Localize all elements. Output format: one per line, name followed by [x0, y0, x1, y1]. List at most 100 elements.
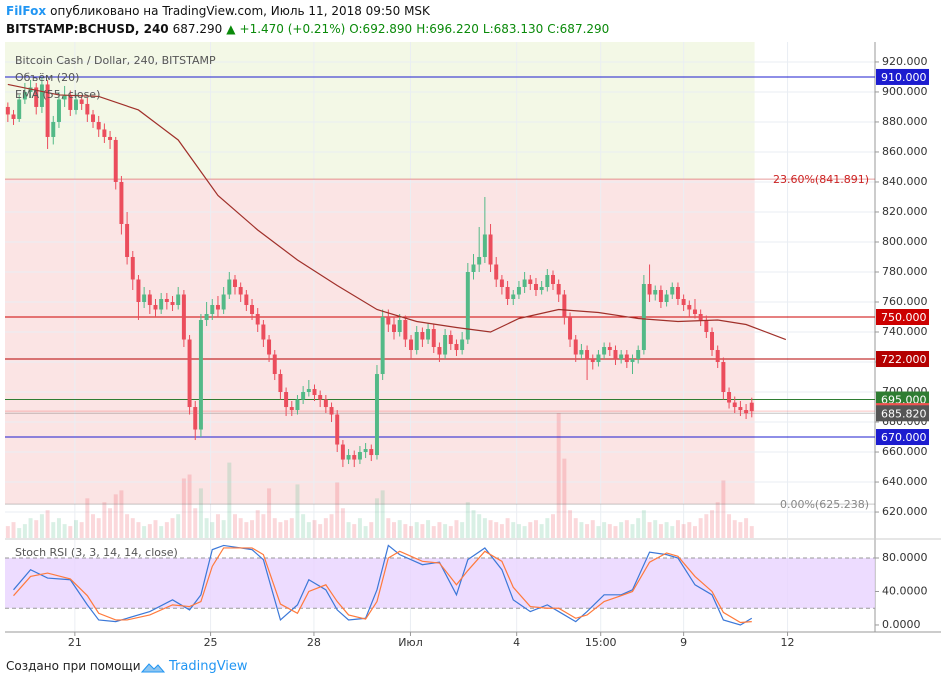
y-tick-label: 780.000	[882, 265, 928, 278]
volume-bar	[749, 526, 754, 538]
candle-body	[630, 359, 635, 363]
volume-bar	[619, 522, 624, 538]
volume-bar	[119, 490, 124, 538]
volume-bar	[403, 524, 408, 538]
volume-bar	[187, 474, 192, 538]
candle-body	[108, 136, 113, 140]
candle-body	[51, 121, 56, 137]
candle-body	[607, 347, 612, 351]
brand[interactable]: TradingView	[169, 659, 248, 674]
candle-body	[113, 139, 118, 182]
x-tick-label: 9	[680, 636, 687, 649]
candle-body	[749, 402, 754, 412]
volume-bar	[284, 520, 289, 538]
volume-bar	[590, 520, 595, 538]
candle-body	[335, 414, 340, 445]
candle-body	[5, 106, 10, 115]
candle-body	[62, 94, 67, 100]
volume-bar	[545, 518, 550, 538]
candle-body	[272, 354, 277, 375]
volume-bar	[34, 520, 39, 538]
candle-body	[244, 294, 249, 306]
volume-bar	[85, 498, 90, 538]
volume-bar	[710, 510, 715, 538]
volume-bar	[45, 510, 50, 538]
volume-bar	[352, 524, 357, 538]
volume-bar	[159, 526, 164, 538]
candle-body	[721, 362, 726, 393]
publisher[interactable]: FilFox	[6, 4, 47, 18]
candle-body	[289, 407, 294, 411]
volume-bar	[477, 514, 482, 538]
candle-body	[329, 407, 334, 415]
volume-bar	[636, 518, 641, 538]
candle-body	[573, 339, 578, 355]
candle-body	[590, 359, 595, 363]
x-tick-label: Июл	[398, 636, 423, 649]
open: O:692.890	[349, 22, 413, 36]
fib-label: 0.00%(625.238)	[780, 498, 869, 511]
y-tick-label: 880.000	[882, 115, 928, 128]
candle-body	[602, 347, 607, 355]
candle-body	[125, 223, 130, 257]
candle-body	[562, 294, 567, 318]
candle-body	[692, 309, 697, 315]
legend-entry: EMA (55, close)	[15, 88, 100, 101]
candle-body	[471, 264, 476, 272]
candle-body	[619, 354, 624, 360]
y-tick-label: 640.000	[882, 475, 928, 488]
x-tick-label: 4	[513, 636, 520, 649]
price-box	[876, 429, 929, 446]
volume-bar	[692, 526, 697, 538]
volume-bar	[306, 522, 311, 538]
volume-bar	[431, 526, 436, 538]
logo[interactable]	[140, 659, 166, 675]
price-box-label: 685.820	[881, 407, 927, 420]
candle-body	[153, 305, 158, 310]
volume-bar	[641, 510, 646, 538]
volume-bar	[522, 526, 527, 538]
candle-body	[704, 320, 709, 333]
candle-body	[698, 314, 703, 321]
candle-body	[738, 407, 743, 411]
volume-bar	[602, 522, 607, 538]
volume-bar	[329, 514, 334, 538]
y-tick-label: 620.000	[882, 505, 928, 518]
candle-body	[73, 99, 78, 110]
volume-bar	[142, 526, 147, 538]
volume-bar	[727, 514, 732, 538]
candle-body	[675, 286, 680, 300]
candle-body	[710, 332, 715, 351]
fib-zone	[5, 42, 755, 180]
volume-bar	[369, 522, 374, 538]
candle-body	[176, 294, 181, 306]
volume-bar	[91, 514, 96, 538]
publish-line: FilFox опубликовано на TradingView.com, И…	[6, 4, 434, 18]
volume-bar	[482, 518, 487, 538]
y-tick-label: 0.0000	[882, 618, 921, 631]
volume-bar	[681, 524, 686, 538]
volume-bar	[374, 498, 379, 538]
volume-bar	[233, 514, 237, 538]
volume-bar	[340, 508, 345, 538]
candle-body	[238, 286, 243, 295]
volume-bar	[261, 514, 266, 538]
candle-body	[198, 320, 203, 430]
volume-bar	[573, 518, 578, 538]
volume-bar	[579, 522, 584, 538]
volume-bar	[272, 518, 277, 538]
volume-bar	[426, 520, 431, 538]
volume-bar	[130, 518, 135, 538]
candle-body	[267, 339, 272, 355]
volume-bar	[704, 514, 709, 538]
volume-bar	[255, 510, 260, 538]
price-box	[876, 68, 929, 85]
candle-body	[488, 234, 493, 265]
volume-bar	[409, 526, 414, 538]
volume-bar	[744, 518, 749, 538]
candle-body	[181, 294, 186, 340]
candle-body	[17, 99, 22, 119]
stoch-band	[5, 557, 875, 609]
candle-body	[681, 299, 686, 306]
y-tick-label: 40.0000	[882, 584, 928, 597]
